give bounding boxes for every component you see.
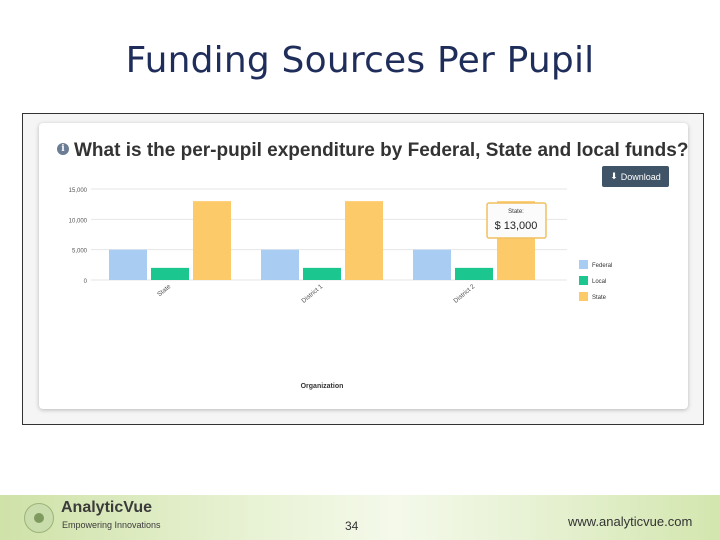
x-axis-label: Organization [301,383,344,390]
brand-tagline: Empowering Innovations [62,520,161,530]
page-number: 34 [345,519,359,533]
question-heading: i What is the per-pupil expenditure by Fe… [57,140,688,162]
download-icon: ⬇ [610,171,618,181]
slide-title: Funding Sources Per Pupil [125,40,595,81]
tooltip-value: $ 13,000 [495,220,538,232]
brand-name: AnalyticVue [61,499,152,516]
bar-chart: 0 5,000 10,000 15,000 State District 1 Distric… [69,188,613,390]
tooltip-series: State: [508,209,524,215]
download-label: Download [620,171,661,182]
bar-local-2 [303,267,341,280]
bar-federal-2 [261,249,299,280]
legend-label: State [592,295,607,301]
legend-label: Local [592,279,606,285]
bar-federal-1 [109,249,147,280]
bar-state-1 [193,201,231,280]
legend-swatch-state [579,292,588,301]
info-circle-icon[interactable]: i [57,142,69,155]
y-tick-label: 0 [84,279,88,285]
chart-card: i What is the per-pupil expenditure by Fe… [39,123,688,409]
bar-state-2 [345,201,383,280]
x-tick-label: State [156,283,172,298]
bar-local-3 [455,267,493,280]
question-text: What is the per-pupil expenditure by Fed… [74,140,689,161]
bar-federal-3 [413,249,451,280]
x-tick-label: District 2 [452,283,476,305]
legend-swatch-local [579,276,588,285]
y-tick-label: 15,000 [69,188,88,194]
legend-swatch-federal [579,260,588,269]
y-tick-label: 5,000 [72,249,88,255]
x-tick-label: District 1 [300,283,324,305]
logo-icon [24,503,54,533]
download-button[interactable]: ⬇ Download [602,166,669,187]
website-url: www.analyticvue.com [568,514,693,529]
tooltip-box [486,202,547,239]
bar-local-1 [151,267,189,280]
footer-bar: AnalyticVue Empowering Innovations 34 ww… [0,495,720,540]
legend-label: Federal [592,263,612,269]
y-tick-label: 10,000 [69,218,88,224]
